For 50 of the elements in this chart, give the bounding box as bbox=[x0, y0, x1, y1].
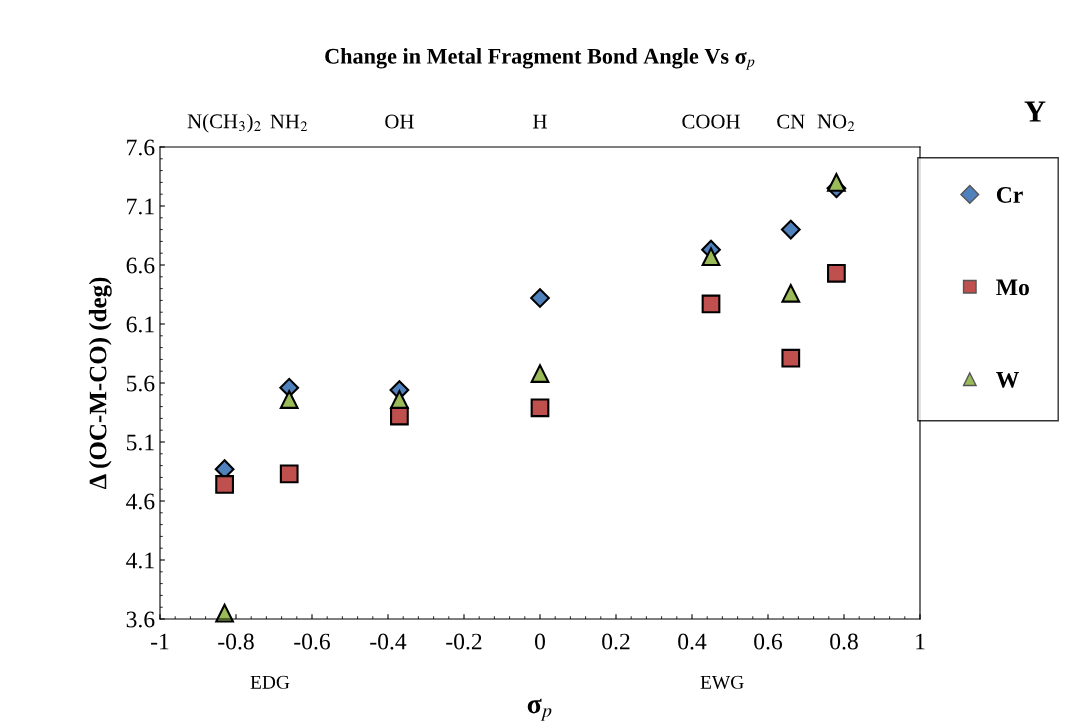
point bbox=[279, 464, 299, 484]
legend-label: Cr bbox=[996, 187, 1023, 203]
y-tick-label: 7.6 bbox=[127, 139, 155, 156]
y-tick-label: 6.6 bbox=[126, 257, 155, 274]
text: NH$_{2}$ bbox=[270, 114, 308, 132]
point bbox=[530, 288, 550, 308]
chart-title: Change in Metal Fragment Bond Angle Vs σ$_{p}$ bbox=[325, 48, 755, 70]
x-tick-label: -0.2 bbox=[446, 633, 482, 650]
text: COOH bbox=[682, 114, 740, 129]
point bbox=[827, 173, 846, 192]
point bbox=[279, 390, 299, 409]
point bbox=[530, 398, 550, 418]
text: H bbox=[533, 114, 547, 129]
x-tick-label: 0.8 bbox=[830, 633, 858, 650]
y-tick-label: 3.6 bbox=[126, 611, 155, 628]
y-tick-label: 4.6 bbox=[126, 493, 155, 510]
y-tick-label: 4.1 bbox=[126, 552, 154, 569]
point bbox=[530, 364, 550, 383]
y-tick-label: 7.1 bbox=[127, 198, 154, 215]
point bbox=[701, 247, 721, 267]
text: EDG bbox=[250, 675, 290, 689]
point bbox=[215, 475, 234, 494]
y-tick-label: 5.6 bbox=[127, 375, 155, 392]
x-tick-label: 0.4 bbox=[678, 633, 707, 650]
point bbox=[780, 219, 801, 240]
text: OH bbox=[385, 114, 414, 129]
y-axis-title: Δ (OC-M-CO) (deg) bbox=[88, 277, 112, 490]
legend-label: W bbox=[996, 371, 1020, 388]
text: EWG bbox=[700, 675, 744, 689]
x-axis-title: σ$_{p}$ bbox=[527, 698, 552, 721]
legend-label: Mo bbox=[996, 279, 1029, 296]
point bbox=[781, 348, 801, 368]
x-tick-label: -0.8 bbox=[218, 633, 254, 650]
x-tick-label: -1 bbox=[151, 633, 169, 650]
x-tick-label: 0.2 bbox=[602, 633, 630, 650]
point bbox=[390, 390, 409, 409]
legend-title: Y bbox=[1024, 101, 1046, 122]
x-tick-label: -0.6 bbox=[294, 633, 330, 650]
x-tick-label: -0.4 bbox=[370, 633, 407, 650]
x-tick-label: 0 bbox=[535, 633, 545, 650]
text: CN bbox=[777, 114, 805, 129]
y-tick-label: 5.1 bbox=[127, 434, 154, 451]
y-tick-label: 6.1 bbox=[126, 316, 154, 333]
text: N(CH$_{3}$)$_{2}$ bbox=[187, 113, 261, 133]
text: NO$_{2}$ bbox=[817, 114, 855, 131]
x-tick-label: 1 bbox=[916, 633, 925, 650]
x-tick-label: 0.6 bbox=[754, 633, 783, 650]
point bbox=[781, 283, 801, 303]
point bbox=[827, 263, 846, 283]
point bbox=[701, 294, 721, 314]
